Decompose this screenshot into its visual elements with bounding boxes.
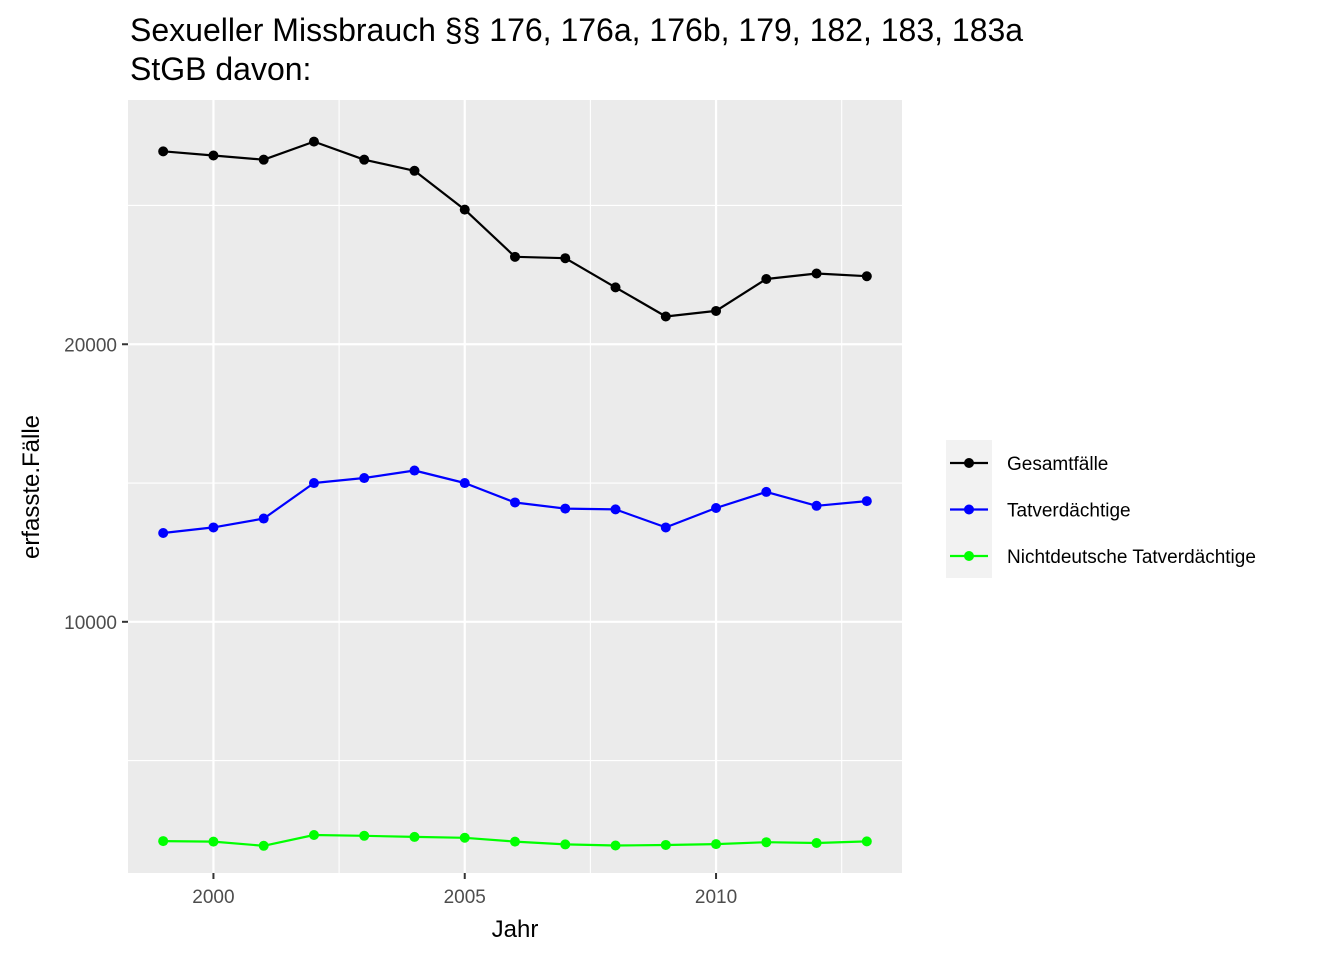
x-tick-label-1: 2005 — [444, 887, 486, 908]
series-2-point-1 — [208, 836, 219, 847]
series-0-point-13 — [811, 268, 822, 279]
series-2-point-8 — [560, 839, 571, 850]
legend: Gesamtfälle Tatverdächtige Nichtdeutsche T… — [946, 440, 1256, 578]
series-2-point-9 — [610, 840, 621, 851]
legend-key-point-2 — [964, 551, 974, 561]
y-tick-label-0: 10000 — [64, 613, 117, 634]
legend-items: Gesamtfälle Tatverdächtige Nichtdeutsche T… — [950, 454, 1256, 568]
series-1-point-3 — [308, 478, 319, 489]
x-tick-label-0: 2000 — [192, 887, 234, 908]
series-2-point-5 — [409, 831, 420, 842]
plot-panel — [128, 100, 902, 873]
series-2-point-14 — [861, 836, 872, 847]
grid-minor — [128, 100, 902, 873]
series-1-point-14 — [861, 496, 872, 507]
series-0-point-4 — [359, 154, 370, 165]
series-2-point-12 — [761, 837, 772, 848]
series-1-point-0 — [158, 527, 169, 538]
series-1-point-6 — [459, 478, 470, 489]
series-layer — [158, 136, 872, 851]
series-1-point-5 — [409, 465, 420, 476]
series-2-point-7 — [510, 836, 520, 847]
series-0-point-14 — [861, 271, 872, 282]
chart-title-line-2: StGB davon: — [130, 51, 311, 87]
series-2-point-2 — [258, 840, 269, 851]
series-0-point-3 — [308, 136, 319, 147]
legend-label-0: Gesamtfälle — [1007, 454, 1108, 475]
series-1-point-1 — [208, 522, 219, 533]
series-2-point-4 — [359, 830, 370, 841]
series-1-point-2 — [258, 513, 269, 524]
series-2-point-3 — [308, 829, 319, 840]
legend-key-point-1 — [964, 504, 974, 515]
series-1-point-12 — [761, 486, 772, 497]
chart-title-line-1: Sexueller Missbrauch §§ 176, 176a, 176b,… — [130, 12, 1023, 48]
series-2-point-11 — [711, 839, 722, 850]
series-0-point-0 — [158, 146, 169, 157]
series-1-point-13 — [811, 500, 822, 511]
series-0-point-1 — [208, 150, 219, 161]
series-1-point-11 — [711, 503, 722, 514]
series-2-point-10 — [660, 839, 671, 850]
series-1-point-4 — [359, 473, 370, 484]
series-1-point-10 — [660, 522, 671, 533]
series-1-point-7 — [510, 497, 520, 508]
series-0-point-11 — [711, 305, 722, 316]
series-0-point-9 — [610, 282, 621, 293]
series-0-point-8 — [560, 253, 571, 264]
series-0-point-12 — [761, 274, 772, 285]
series-0-point-2 — [258, 154, 269, 165]
grid-major — [128, 100, 902, 873]
y-axis-title: erfasste.Fälle — [18, 415, 45, 559]
legend-label-1: Tatverdächtige — [1007, 501, 1131, 522]
axis-ticks: 2000 2005 2010 10000 20000 — [64, 335, 737, 908]
series-0-point-5 — [409, 165, 420, 176]
series-1-point-8 — [560, 503, 571, 514]
y-tick-label-1: 20000 — [64, 335, 117, 356]
x-tick-label-2: 2010 — [695, 887, 737, 908]
legend-label-2: Nichtdeutsche Tatverdächtige — [1007, 547, 1256, 568]
series-0-point-7 — [510, 251, 520, 262]
series-0-point-6 — [459, 204, 470, 215]
x-axis-title: Jahr — [492, 916, 539, 943]
series-2-point-13 — [811, 838, 822, 849]
series-2-point-0 — [158, 836, 169, 847]
series-1-point-9 — [610, 504, 621, 515]
series-0-point-10 — [660, 311, 671, 322]
legend-key-point-0 — [964, 458, 974, 468]
series-2-point-6 — [459, 832, 470, 843]
